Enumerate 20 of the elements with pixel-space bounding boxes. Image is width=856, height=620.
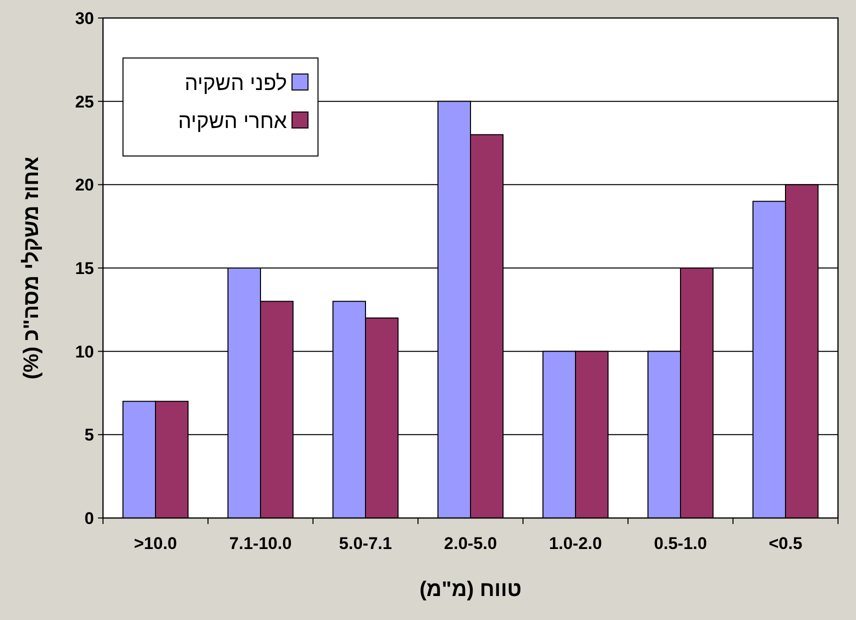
x-tick-label: 7.1-10.0 [229, 534, 292, 553]
y-tick-label: 15 [75, 259, 94, 278]
y-tick-label: 10 [75, 342, 94, 362]
y-tick-label: 30 [75, 9, 94, 28]
x-tick-label: <0.5 [768, 534, 802, 553]
x-tick-label: 2.0-5.0 [444, 534, 497, 553]
y-tick-label: 20 [75, 176, 94, 195]
x-tick-label: 1.0-2.0 [549, 534, 602, 553]
x-tick-label: >10.0 [134, 534, 178, 553]
legend-item: אחרי השקיה [178, 110, 308, 133]
legend-label: לפני השקיה [184, 72, 287, 95]
y-tick-label: 25 [75, 92, 94, 112]
x-tick-label: 5.0-7.1 [339, 534, 392, 553]
legend-item: לפני השקיה [184, 72, 308, 95]
y-tick-label: 0 [84, 509, 94, 528]
legend-label: אחרי השקיה [178, 110, 287, 133]
x-axis-title: טווח (מ"מ) [419, 578, 522, 601]
x-tick-label: 0.5-1.0 [654, 534, 707, 553]
y-axis-title: אחוז משקלי מסה"כ (%) [20, 156, 43, 380]
y-tick-label: 5 [84, 426, 94, 445]
